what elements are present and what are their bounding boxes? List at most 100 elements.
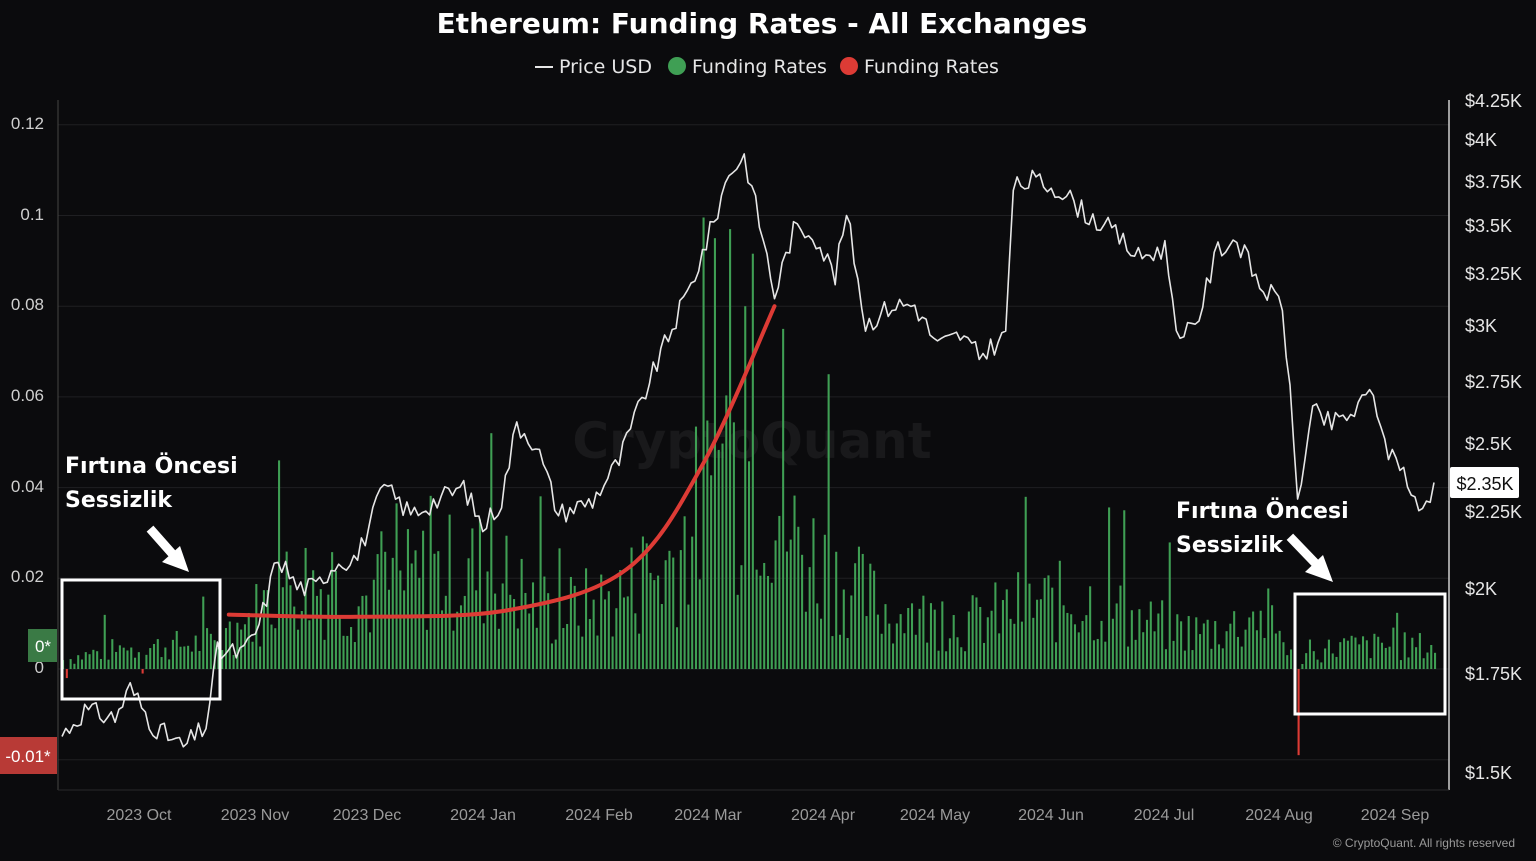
funding-bar-positive	[452, 630, 455, 669]
funding-bar-positive	[600, 574, 603, 669]
funding-bar-positive	[1058, 560, 1061, 669]
funding-bar-positive	[501, 583, 504, 669]
funding-bar-positive	[259, 646, 262, 669]
funding-bar-positive	[1199, 634, 1202, 669]
funding-bar-positive	[395, 503, 398, 669]
funding-bar-positive	[459, 605, 463, 669]
funding-bar-positive	[361, 595, 364, 669]
current-price-label: $2.35K	[1456, 474, 1513, 494]
price-line-layer	[61, 153, 1435, 748]
funding-bar-positive	[1388, 646, 1391, 669]
funding-bar-positive	[1316, 659, 1319, 669]
funding-bar-positive	[1214, 621, 1217, 669]
funding-bar-positive	[88, 654, 91, 669]
funding-bar-positive	[327, 594, 330, 669]
funding-bar-positive	[675, 627, 679, 669]
funding-bar-positive	[372, 579, 375, 669]
funding-bar-positive	[1244, 629, 1247, 669]
funding-bar-positive	[251, 641, 254, 669]
funding-bar-positive	[1180, 621, 1183, 669]
funding-bar-positive	[649, 572, 652, 669]
annotation-arrow-right-icon	[1286, 533, 1333, 582]
funding-bar-positive	[782, 328, 785, 670]
funding-bar-positive	[823, 534, 826, 669]
funding-bar-positive	[653, 580, 656, 669]
funding-bar-positive	[895, 623, 898, 669]
funding-bar-positive	[425, 629, 428, 669]
funding-bar-positive	[475, 590, 478, 669]
funding-bar-positive	[414, 550, 417, 669]
zero-badge	[28, 629, 57, 662]
funding-bar-positive	[156, 639, 159, 669]
funding-bar-positive	[471, 528, 474, 669]
funding-bar-positive	[1123, 510, 1126, 669]
x-tick-label: 2024 Jan	[450, 807, 516, 824]
funding-bar-positive	[463, 595, 466, 669]
funding-bar-positive	[323, 639, 326, 669]
funding-bar-positive	[524, 592, 527, 669]
annotation-box-left	[60, 578, 222, 701]
funding-bar-positive	[838, 634, 842, 669]
funding-bar-positive	[929, 603, 932, 669]
legend-funding-positive-label[interactable]: Funding Rates	[692, 56, 827, 78]
funding-bar-positive	[1274, 633, 1277, 669]
annotation-box-right	[1293, 592, 1447, 716]
funding-bar-positive	[368, 632, 372, 669]
funding-bar-positive	[319, 589, 322, 669]
left-tick-label: 0.1	[20, 205, 44, 224]
funding-bar-positive	[751, 253, 754, 669]
funding-bar-positive	[869, 563, 872, 669]
funding-bar-positive	[1142, 632, 1145, 669]
funding-bar-positive	[365, 595, 368, 669]
funding-bar-positive	[573, 585, 576, 669]
funding-bar-positive	[1062, 605, 1065, 669]
funding-bar-positive	[948, 638, 951, 669]
funding-bar-positive	[175, 630, 178, 669]
funding-bar-positive	[1434, 652, 1437, 669]
funding-bar-positive	[1043, 577, 1046, 669]
left-tick-label: 0.08	[11, 295, 44, 314]
x-tick-label: 2024 Mar	[674, 807, 742, 824]
funding-bar-positive	[1267, 588, 1270, 669]
funding-bar-positive	[296, 629, 300, 669]
funding-bar-positive	[490, 433, 493, 669]
funding-bar-positive	[399, 570, 402, 669]
funding-bar-positive	[1324, 648, 1327, 669]
funding-bar-positive	[164, 647, 167, 669]
funding-bar-positive	[1229, 623, 1232, 669]
annotation-arrow-left-icon	[146, 525, 189, 572]
x-tick-label: 2024 Jul	[1134, 807, 1195, 824]
funding-bar-positive	[903, 633, 906, 669]
funding-bar-positive	[1221, 648, 1224, 669]
funding-bar-positive	[213, 640, 216, 669]
funding-bar-positive	[1172, 640, 1175, 669]
x-tick-label: 2024 Sep	[1361, 807, 1430, 824]
right-tick-label: $2.5K	[1465, 434, 1512, 454]
funding-bar-positive	[1301, 664, 1304, 669]
funding-bar-positive	[566, 623, 569, 669]
funding-bar-positive	[380, 531, 383, 669]
funding-bar-positive	[1312, 651, 1315, 669]
funding-bar-positive	[228, 621, 231, 669]
funding-bar-positive	[168, 659, 171, 669]
funding-bar-positive	[194, 635, 197, 669]
funding-bar-positive	[437, 551, 440, 669]
legend-funding-negative-marker	[840, 57, 858, 75]
funding-bar-positive	[198, 650, 201, 669]
funding-bar-positive	[1384, 647, 1387, 669]
x-tick-label: 2024 Feb	[565, 807, 633, 824]
funding-bar-positive	[1100, 620, 1103, 669]
funding-bar-positive	[1343, 638, 1346, 669]
right-tick-label: $1.75K	[1465, 664, 1522, 684]
legend-funding-negative-label[interactable]: Funding Rates	[864, 56, 999, 78]
right-tick-label: $3K	[1465, 316, 1497, 336]
funding-bar-positive	[1005, 589, 1008, 669]
legend-price-label[interactable]: Price USD	[559, 56, 652, 78]
funding-bar-positive	[1358, 644, 1361, 669]
funding-bar-positive	[1028, 583, 1031, 669]
funding-bar-negative	[1297, 669, 1300, 756]
legend-funding-positive-marker	[668, 57, 686, 75]
funding-bar-positive	[827, 374, 830, 669]
funding-bar-positive	[528, 613, 531, 669]
